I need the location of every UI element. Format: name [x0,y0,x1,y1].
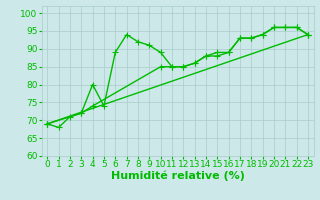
X-axis label: Humidité relative (%): Humidité relative (%) [111,171,244,181]
